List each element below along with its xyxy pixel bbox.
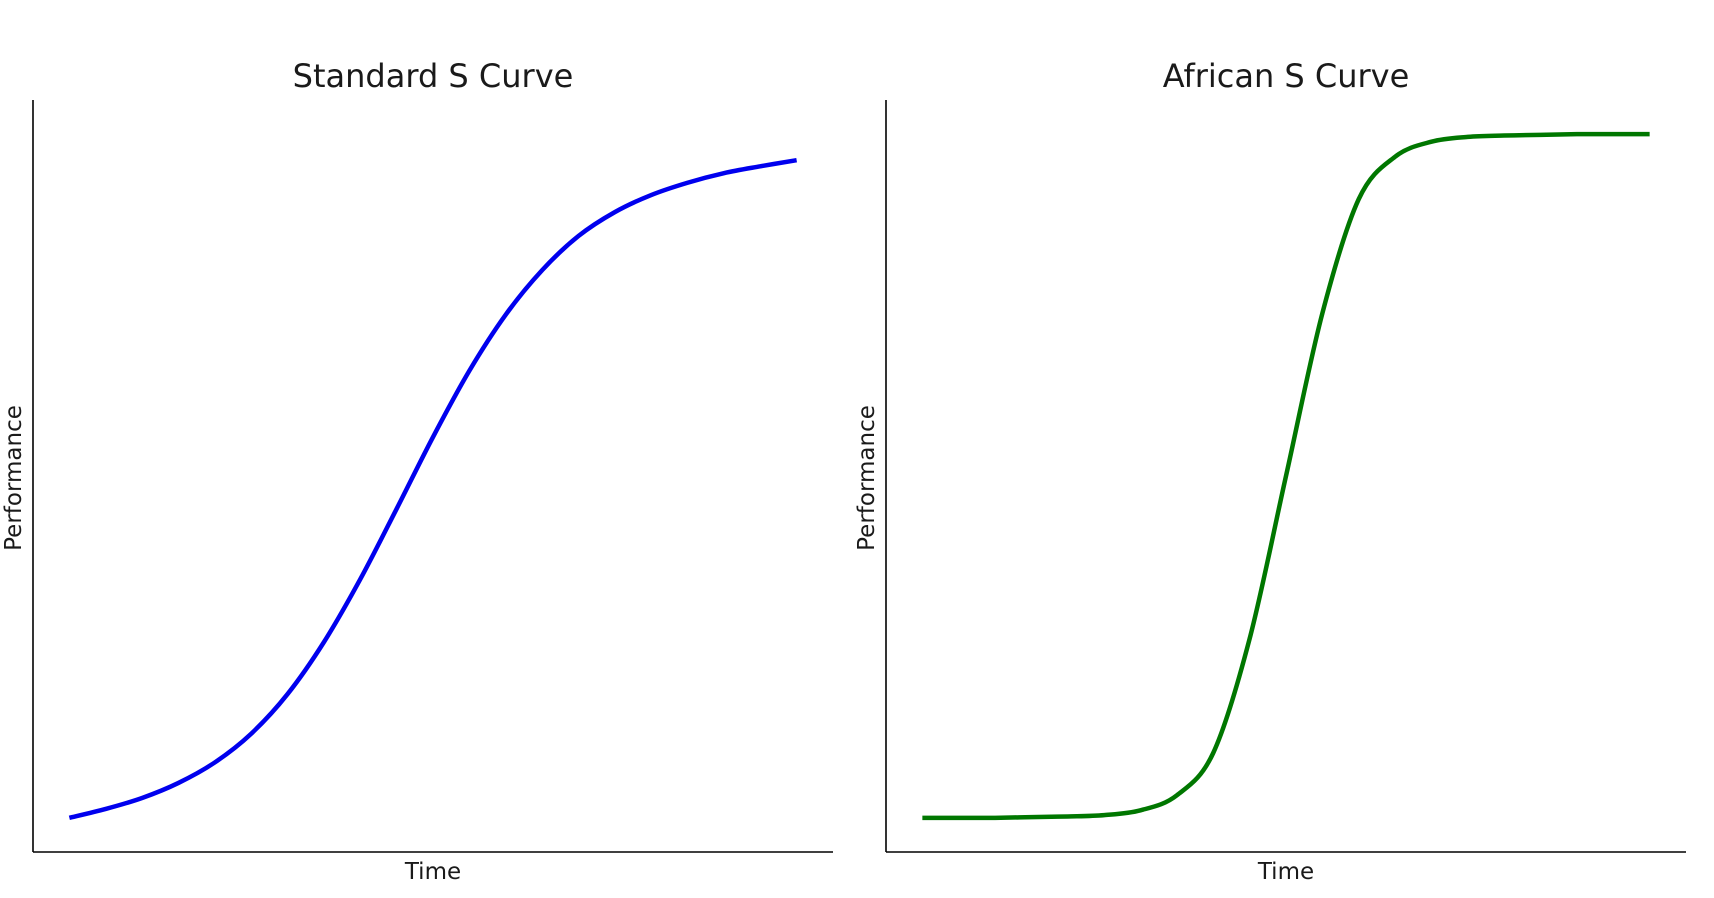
x-axis-label: Time: [1257, 859, 1314, 885]
chart-title: African S Curve: [1163, 57, 1410, 95]
chart-title: Standard S Curve: [293, 57, 574, 95]
y-axis-label: Performance: [854, 405, 880, 551]
series-line: [68, 157, 798, 821]
plot-area: [68, 157, 798, 821]
plot-area: [922, 131, 1650, 821]
series-line: [922, 131, 1650, 821]
chart-panel-standard: Standard S Curve Time Performance: [1, 57, 833, 885]
y-axis-label: Performance: [1, 405, 27, 551]
x-axis-label: Time: [404, 859, 461, 885]
chart-panel-african: African S Curve Time Performance: [854, 57, 1686, 885]
